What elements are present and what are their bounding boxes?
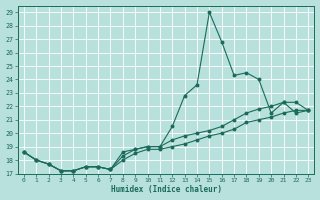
- X-axis label: Humidex (Indice chaleur): Humidex (Indice chaleur): [111, 185, 221, 194]
